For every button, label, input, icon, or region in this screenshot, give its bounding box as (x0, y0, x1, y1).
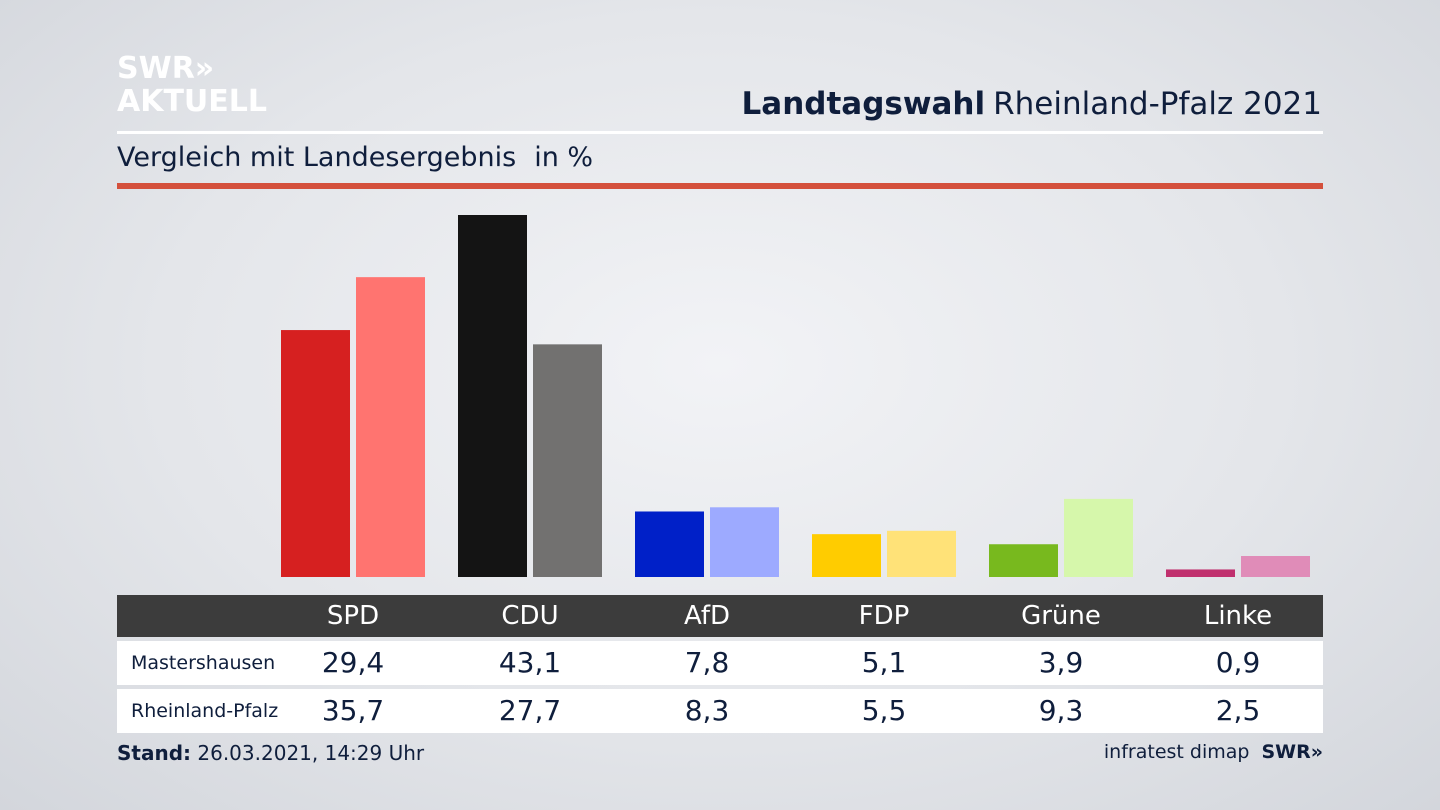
bar-gruene-series-1 (989, 544, 1058, 577)
bar-linke-series-1 (1166, 569, 1235, 577)
timestamp: Stand: 26.03.2021, 14:29 Uhr (117, 741, 424, 765)
value-cdu: 27,7 (498, 694, 562, 727)
party-header-cdu: CDU (501, 601, 559, 631)
bar-chart (281, 215, 1310, 577)
party-header-afd: AfD (683, 601, 731, 631)
results-table: SPD CDU AfD FDP Grüne Linke Mastershausen 29,… (117, 595, 1323, 733)
party-header-gruene: Grüne (1021, 601, 1101, 631)
logo-line-aktuell: AKTUELL (117, 84, 268, 119)
value-spd: 35,7 (321, 694, 385, 727)
stand-value: 26.03.2021, 14:29 Uhr (197, 741, 425, 765)
value-gruene: 3,9 (1038, 646, 1084, 679)
value-linke: 0,9 (1215, 646, 1261, 679)
title-rest: Rheinland-Pfalz 2021 (993, 86, 1322, 122)
value-afd: 8,3 (684, 694, 730, 727)
title-bold: Landtagswahl (741, 86, 986, 122)
bar-fdp-series-1 (812, 534, 881, 577)
party-header-fdp: FDP (858, 601, 910, 631)
bar-afd-series-2 (710, 507, 779, 577)
swr-aktuell-logo: SWR» AKTUELL (117, 54, 267, 117)
value-afd: 7,8 (684, 646, 730, 679)
bar-cdu-series-1 (458, 215, 527, 577)
row-label: Mastershausen (131, 652, 276, 674)
value-spd: 29,4 (321, 646, 385, 679)
bar-spd-series-1 (281, 330, 350, 577)
chart-subtitle: Vergleich mit Landesergebnis in % (117, 142, 593, 173)
table-row-rheinland-pfalz: Rheinland-Pfalz 35,7 27,7 8,3 5,5 9,3 2,5 (117, 689, 1323, 733)
value-gruene: 9,3 (1038, 694, 1084, 727)
bar-afd-series-1 (635, 511, 704, 577)
bar-fdp-series-2 (887, 530, 956, 577)
title-divider (117, 131, 1323, 134)
subtitle-text: Vergleich mit Landesergebnis (117, 142, 517, 173)
party-header-spd: SPD (326, 601, 380, 631)
value-cdu: 43,1 (498, 646, 562, 679)
value-linke: 2,5 (1215, 694, 1261, 727)
value-fdp: 5,5 (861, 694, 907, 727)
source-credit: infratest dimap SWR» (1104, 741, 1323, 763)
row-label: Rheinland-Pfalz (131, 700, 279, 722)
bar-spd-series-2 (356, 277, 425, 577)
stand-label: Stand: (117, 741, 192, 765)
source-name: infratest dimap (1103, 741, 1250, 763)
page-title: Landtagswahl Rheinland-Pfalz 2021 (742, 86, 1322, 122)
table-row-mastershausen: Mastershausen 29,4 43,1 7,8 5,1 3,9 0,9 (117, 641, 1323, 685)
bar-cdu-series-2 (533, 344, 602, 577)
value-fdp: 5,1 (861, 646, 907, 679)
party-header-linke: Linke (1203, 601, 1273, 631)
table-header: SPD CDU AfD FDP Grüne Linke (117, 595, 1323, 637)
bar-linke-series-2 (1241, 556, 1310, 577)
logo-line-swr: SWR» (117, 51, 215, 86)
bar-gruene-series-2 (1064, 498, 1133, 577)
swr-brand-mark: SWR» (1261, 741, 1323, 763)
subtitle-unit: in % (534, 142, 594, 173)
accent-divider (117, 183, 1323, 189)
